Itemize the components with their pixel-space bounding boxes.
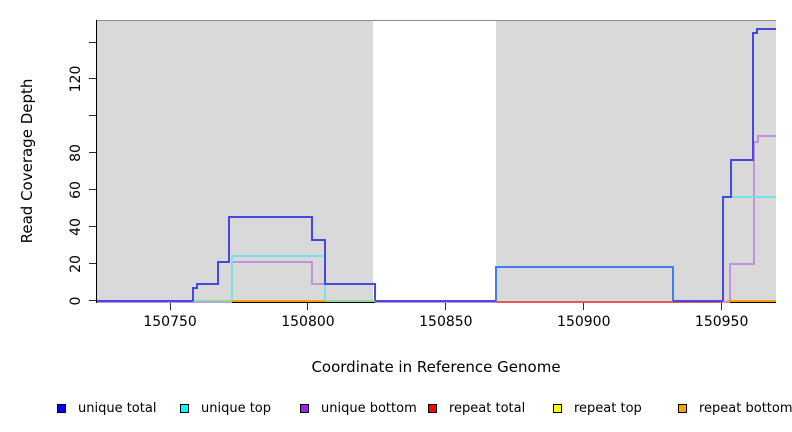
series-segment-unique-top xyxy=(232,255,326,258)
series-segment-repeat-total xyxy=(496,301,724,303)
x-tick xyxy=(169,303,171,310)
series-segment-unique-total xyxy=(753,31,758,34)
x-tick-label: 150950 xyxy=(694,314,749,330)
y-tick xyxy=(89,152,96,154)
series-segment-unique-total xyxy=(374,299,497,302)
series-segment-unique-top xyxy=(723,196,776,199)
x-tick xyxy=(583,303,585,310)
series-step-riser-unique-total xyxy=(310,216,313,241)
series-step-riser-unique-top xyxy=(231,255,234,302)
series-segment-unique-total xyxy=(757,28,776,31)
legend-item-repeat-top: repeat top xyxy=(553,400,642,416)
series-segment-repeat-top xyxy=(325,299,375,302)
y-tick xyxy=(89,300,96,301)
legend-item-label: unique total xyxy=(78,400,157,416)
series-step-riser-unique-total xyxy=(752,31,755,162)
series-segment-unique-total xyxy=(192,286,197,289)
x-tick-label: 150750 xyxy=(143,314,197,330)
y-tick-label: 0 xyxy=(68,296,84,305)
legend-item-unique-top: unique top xyxy=(180,400,272,416)
series-step-riser-unique-total xyxy=(217,260,220,285)
x-axis-title: Coordinate in Reference Genome xyxy=(311,358,561,376)
series-step-riser-unique-total xyxy=(373,282,376,302)
legend-swatch-unique-top xyxy=(180,403,189,413)
legend-swatch-repeat-top xyxy=(553,403,562,413)
x-tick-label: 150800 xyxy=(281,314,335,330)
series-segment-unique-total xyxy=(496,266,674,269)
series-segment-repeat-top xyxy=(196,299,233,302)
white-gap xyxy=(372,20,497,302)
shaded-right-block xyxy=(496,20,776,302)
legend-item-label: unique top xyxy=(201,400,272,416)
y-tick-label: 60 xyxy=(68,180,84,199)
x-tick xyxy=(721,303,723,310)
series-step-riser-unique-total xyxy=(730,159,733,199)
series-step-riser-unique-bottom xyxy=(757,135,760,143)
series-segment-unique-bottom xyxy=(97,301,233,303)
series-segment-unique-bottom xyxy=(754,140,759,143)
y-tick-label: 120 xyxy=(68,65,84,93)
series-segment-unique-bottom xyxy=(729,262,755,265)
series-segment-unique-total xyxy=(228,216,312,219)
legend-swatch-unique-total xyxy=(57,403,66,413)
series-step-riser-unique-total xyxy=(191,286,194,302)
legend-item-label: unique bottom xyxy=(321,400,417,416)
y-tick-label: 40 xyxy=(68,217,84,236)
series-step-riser-unique-bottom xyxy=(753,140,756,265)
series-segment-unique-total xyxy=(731,159,754,162)
legend-item-repeat-bottom: repeat bottom xyxy=(678,400,792,416)
legend-item-label: repeat total xyxy=(449,400,526,416)
y-tick xyxy=(89,115,96,117)
x-tick xyxy=(445,303,447,310)
legend-swatch-repeat-bottom xyxy=(678,403,687,413)
x-tick-label: 150900 xyxy=(557,314,611,330)
series-segment-unique-bottom xyxy=(232,260,312,263)
series-segment-unique-total xyxy=(218,260,229,263)
y-tick xyxy=(89,263,96,265)
y-tick-label: 20 xyxy=(68,254,84,273)
y-tick xyxy=(89,41,96,43)
series-step-riser-unique-bottom xyxy=(310,260,313,285)
series-segment-unique-total xyxy=(723,196,732,199)
series-step-riser-unique-bottom xyxy=(728,262,731,302)
series-step-riser-unique-total xyxy=(195,282,198,289)
series-segment-repeat-bottom xyxy=(232,299,326,302)
x-tick xyxy=(307,303,309,310)
series-segment-unique-total xyxy=(311,238,326,241)
plot-area xyxy=(97,20,776,303)
legend-item-label: repeat top xyxy=(574,400,642,416)
series-segment-repeat-bottom xyxy=(727,299,776,302)
legend-item-label: repeat bottom xyxy=(699,400,792,416)
series-step-riser-unique-total xyxy=(756,28,759,34)
y-tick xyxy=(89,226,96,228)
series-segment-unique-bottom xyxy=(758,135,776,138)
series-step-riser-unique-total xyxy=(722,196,725,302)
series-step-riser-unique-total xyxy=(672,266,675,302)
series-step-riser-unique-total xyxy=(324,238,327,285)
legend-swatch-repeat-total xyxy=(428,403,437,413)
series-segment-unique-total xyxy=(673,299,724,302)
legend-item-unique-total: unique total xyxy=(57,400,157,416)
legend-item-repeat-total: repeat total xyxy=(428,400,526,416)
y-tick xyxy=(89,189,96,191)
y-tick xyxy=(89,78,96,80)
series-segment-unique-total xyxy=(196,282,219,285)
series-step-riser-unique-total xyxy=(495,266,498,302)
legend-swatch-unique-bottom xyxy=(300,403,309,413)
shaded-left-block xyxy=(97,20,373,302)
legend-item-unique-bottom: unique bottom xyxy=(300,400,417,416)
y-axis-title: Read Coverage Depth xyxy=(18,78,36,244)
x-tick-label: 150850 xyxy=(419,314,473,330)
y-tick-label: 80 xyxy=(68,143,84,162)
y-axis-line xyxy=(96,20,97,302)
series-segment-unique-total xyxy=(325,282,375,285)
series-step-riser-unique-total xyxy=(227,216,230,263)
series-segment-unique-total xyxy=(97,299,193,302)
